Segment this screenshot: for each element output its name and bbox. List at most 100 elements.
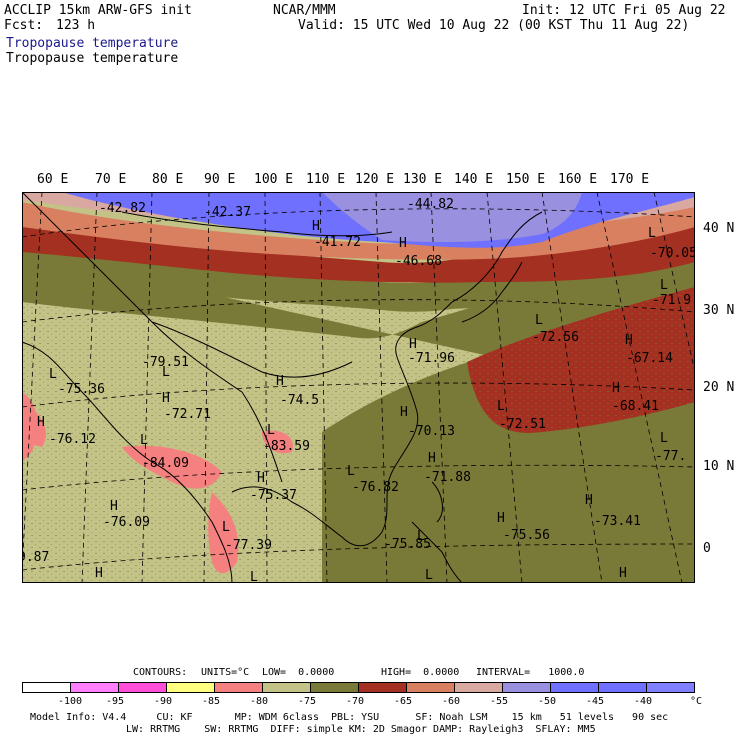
legend-tick-label: -100: [58, 696, 83, 707]
legend-swatch: [406, 682, 455, 693]
legend-tick-label: °C: [690, 696, 703, 707]
legend-tick-label: -70: [346, 696, 365, 707]
legend-swatch: [214, 682, 263, 693]
forecast-label: Fcst:: [4, 18, 44, 33]
legend-swatch: [22, 682, 71, 693]
latitude-label: 10 N: [703, 459, 735, 474]
legend-tick-label: -90: [154, 696, 173, 707]
longitude-label: 90 E: [204, 172, 236, 187]
low-marker: L: [162, 365, 170, 380]
temperature-label: -46.68: [395, 254, 442, 269]
longitude-label: 60 E: [37, 172, 69, 187]
low-marker: L: [267, 423, 275, 438]
low-label: LOW= 0.0000: [262, 667, 335, 678]
longitude-label: 140 E: [454, 172, 494, 187]
low-marker: L: [347, 464, 355, 479]
high-marker: H: [400, 405, 408, 420]
temperature-label: -72.56: [532, 330, 579, 345]
latitude-label: 0: [703, 541, 711, 556]
latitude-label: 20 N: [703, 380, 735, 395]
cold-patch-bay: [208, 492, 239, 574]
high-marker: H: [312, 219, 320, 234]
legend-swatch: [310, 682, 359, 693]
temperature-label: -42.82: [99, 201, 146, 216]
legend-swatch: [454, 682, 503, 693]
latitude-label: 30 N: [703, 303, 735, 318]
temperature-label: -83.59: [263, 439, 310, 454]
legend-tick-label: -55: [490, 696, 509, 707]
longitude-label: 70 E: [95, 172, 127, 187]
longitude-label: 130 E: [403, 172, 443, 187]
temperature-label: 9.87: [22, 550, 49, 565]
longitude-label: 170 E: [610, 172, 650, 187]
tropopause-temperature-map: -42.82 -42.37 -44.82 -41.72 -46.68 -70.05 -71.…: [22, 192, 695, 583]
temperature-label: -79.51: [142, 355, 189, 370]
cold-patch-india: [122, 445, 222, 489]
interval-label: INTERVAL= 1000.0: [476, 667, 585, 678]
map-frame: [22, 192, 695, 583]
temperature-label: -75.56: [503, 528, 550, 543]
high-marker: H: [625, 333, 633, 348]
high-label: HIGH= 0.0000: [381, 667, 460, 678]
legend-swatch: [358, 682, 407, 693]
legend-swatch: [118, 682, 167, 693]
high-marker: H: [95, 566, 103, 581]
low-marker: L: [140, 433, 148, 448]
low-marker: L: [222, 520, 230, 535]
init-time: Init: 12 UTC Fri 05 Aug 22: [522, 3, 726, 18]
high-marker: H: [585, 493, 593, 508]
legend-tick-label: -65: [394, 696, 413, 707]
temperature-label: -84.09: [142, 456, 189, 471]
model-title: ACCLIP 15km ARW-GFS init: [4, 3, 192, 18]
high-marker: H: [257, 471, 265, 486]
temperature-label: -77.: [655, 449, 686, 464]
legend-swatch: [550, 682, 599, 693]
legend-tick-label: -40: [634, 696, 653, 707]
high-marker: H: [110, 499, 118, 514]
temperature-label: -75.37: [250, 488, 297, 503]
field-band-red: [22, 212, 695, 283]
latitude-label: 40 N: [703, 221, 735, 236]
low-marker: L: [497, 399, 505, 414]
legend-swatch: [70, 682, 119, 693]
field-title-1: Tropopause temperature: [6, 36, 179, 51]
temperature-label: -72.71: [164, 407, 211, 422]
longitude-label: 160 E: [558, 172, 598, 187]
legend-tick-label: -80: [250, 696, 269, 707]
legend-swatch: [166, 682, 215, 693]
temperature-label: -75.85: [384, 537, 431, 552]
temperature-label: -75.36: [58, 382, 105, 397]
high-marker: H: [409, 337, 417, 352]
coastlines: [22, 192, 543, 583]
longitude-label: 100 E: [254, 172, 294, 187]
model-info-line1: Model Info: V4.4 CU: KF MP: WDM 6class P…: [30, 712, 669, 723]
legend-swatch: [502, 682, 551, 693]
low-marker: L: [49, 367, 57, 382]
units-label: UNITS=°C: [201, 667, 250, 678]
high-marker: H: [497, 511, 505, 526]
legend-tick-label: -60: [442, 696, 461, 707]
temperature-label: -76.82: [352, 480, 399, 495]
temperature-label: -71.9: [652, 293, 691, 308]
temperature-label: -44.82: [407, 197, 454, 212]
low-marker: L: [417, 529, 425, 544]
legend-tick-label: -45: [586, 696, 605, 707]
legend-swatch: [646, 682, 695, 693]
contours-label: CONTOURS:: [133, 667, 188, 678]
low-marker: L: [535, 313, 543, 328]
temperature-label: -41.72: [314, 235, 361, 250]
legend-tick-label: -95: [106, 696, 125, 707]
legend-tick-label: -75: [298, 696, 317, 707]
high-marker: H: [162, 391, 170, 406]
legend-tick-label: -50: [538, 696, 557, 707]
temperature-label: -72.51: [499, 417, 546, 432]
longitude-label: 120 E: [355, 172, 395, 187]
temperature-label: -74.5: [280, 393, 319, 408]
longitude-label: 80 E: [152, 172, 184, 187]
legend-tick-label: -85: [202, 696, 221, 707]
temperature-label: -67.14: [626, 351, 673, 366]
forecast-hour: 123 h: [56, 18, 96, 33]
temperature-label: -71.88: [424, 470, 471, 485]
valid-time: Valid: 15 UTC Wed 10 Aug 22 (00 KST Thu …: [298, 18, 690, 33]
field-title-2: Tropopause temperature: [6, 51, 179, 66]
